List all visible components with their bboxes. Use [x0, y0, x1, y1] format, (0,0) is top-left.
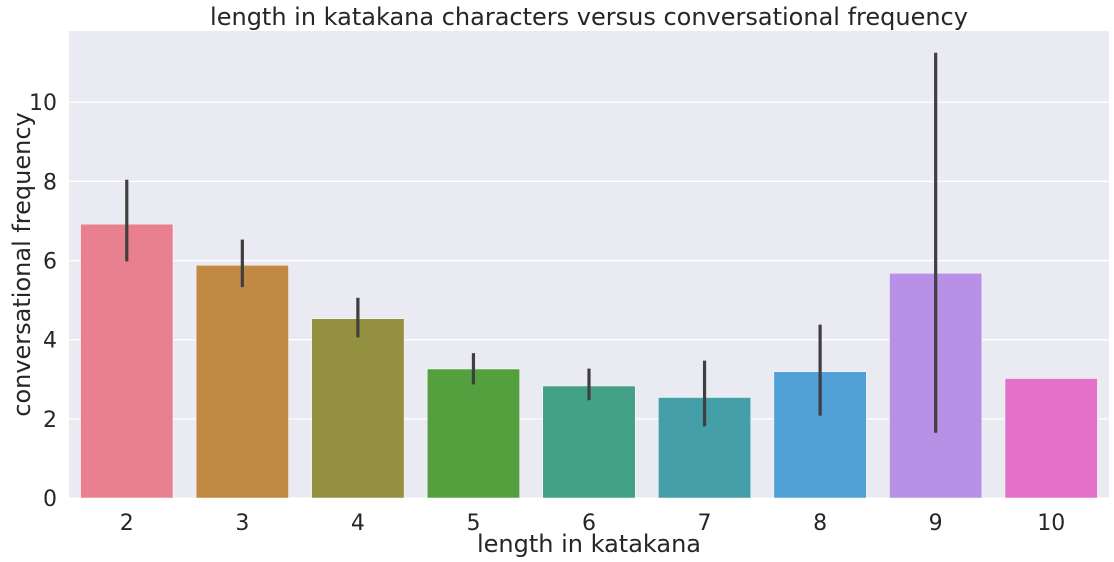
y-axis-label: conversational frequency — [8, 112, 36, 417]
y-tick-label: 4 — [43, 329, 57, 354]
x-tick-label: 2 — [120, 511, 134, 536]
x-tick-label: 7 — [698, 511, 712, 536]
bar-2 — [80, 223, 174, 499]
bar-6 — [542, 385, 636, 499]
x-tick-label: 5 — [466, 511, 480, 536]
chart-title: length in katakana characters versus con… — [210, 3, 968, 31]
x-tick-label: 8 — [813, 511, 827, 536]
bar-4 — [311, 318, 405, 499]
x-tick-label: 6 — [582, 511, 596, 536]
y-tick-label: 10 — [29, 91, 57, 116]
y-tick-label: 0 — [43, 487, 57, 512]
x-tick-label: 3 — [235, 511, 249, 536]
x-tick-label: 10 — [1037, 511, 1065, 536]
y-tick-label: 2 — [43, 408, 57, 433]
bar-5 — [426, 368, 520, 499]
x-tick-label: 9 — [929, 511, 943, 536]
x-axis-label: length in katakana — [477, 530, 701, 558]
y-tick-label: 8 — [43, 170, 57, 195]
y-tick-label: 6 — [43, 250, 57, 275]
y-axis-ticks: 0 2 4 6 8 10 — [29, 91, 57, 512]
x-axis-ticks: 2 3 4 5 6 7 8 9 10 — [120, 511, 1065, 536]
bar-10 — [1004, 378, 1098, 499]
x-tick-label: 4 — [351, 511, 365, 536]
error-bars — [125, 52, 938, 433]
bar-3 — [195, 265, 289, 499]
